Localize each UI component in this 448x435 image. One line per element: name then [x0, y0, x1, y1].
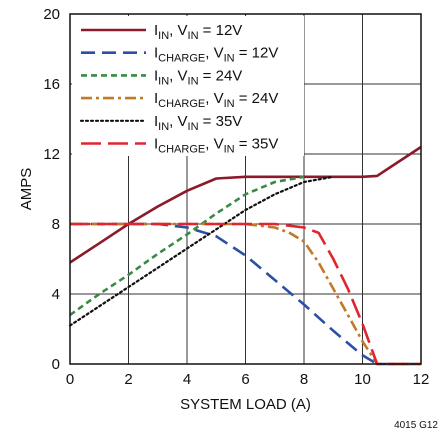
legend-subscript: CHARGE — [158, 98, 205, 110]
x-tick-label: 6 — [241, 371, 249, 388]
figure-id: 4015 G12 — [394, 420, 438, 431]
series-line-5 — [68, 175, 335, 327]
legend-subscript: CHARGE — [158, 53, 205, 65]
legend-label-4: ICHARGE, VIN = 24V — [154, 90, 278, 110]
legend-text-part: , V — [205, 90, 223, 107]
legend-text-part: I — [154, 45, 158, 62]
legend-text-part: I — [154, 136, 158, 153]
y-tick-label: 16 — [43, 76, 60, 93]
legend-text-part: I — [154, 22, 158, 39]
x-tick-label: 4 — [183, 371, 191, 388]
y-tick-label: 4 — [52, 286, 60, 303]
legend-subscript: IN — [224, 98, 235, 110]
x-tick-label: 10 — [354, 371, 371, 388]
y-tick-label: 20 — [43, 6, 60, 23]
legend-text-part: , V — [169, 67, 187, 84]
legend-text-part: , V — [205, 136, 223, 153]
legend-text-part: = 12V — [235, 45, 279, 62]
legend-text-part: = 35V — [235, 136, 279, 153]
legend-subscript: IN — [188, 30, 199, 42]
legend-subscript: IN — [224, 144, 235, 156]
y-axis-title: AMPS — [18, 168, 35, 211]
legend-label-5: IIN, VIN = 35V — [154, 113, 242, 133]
legend-text-part: , V — [205, 45, 223, 62]
series-lines — [68, 145, 422, 366]
legend-subscript: IN — [158, 121, 169, 133]
x-tick-labels: 0 2 4 6 8 10 12 — [66, 371, 430, 388]
legend-subscript: IN — [224, 53, 235, 65]
legend-label-1: IIN, VIN = 12V — [154, 22, 242, 42]
legend-subscript: IN — [188, 75, 199, 87]
legend-subscript: IN — [158, 75, 169, 87]
legend-subscript: IN — [158, 30, 169, 42]
y-tick-label: 12 — [43, 146, 60, 163]
legend-text-part: I — [154, 90, 158, 107]
y-tick-label: 8 — [52, 216, 60, 233]
x-tick-label: 0 — [66, 371, 74, 388]
legend-text-part: I — [154, 67, 158, 84]
series-line-3 — [69, 175, 305, 317]
y-tick-labels: 0 4 8 12 16 20 — [43, 6, 60, 373]
x-axis-title: SYSTEM LOAD (A) — [180, 396, 311, 413]
y-tick-label: 0 — [52, 356, 60, 373]
legend-text-part: I — [154, 113, 158, 130]
legend-text-part: = 12V — [199, 22, 243, 39]
legend-label-6: ICHARGE, VIN = 35V — [154, 136, 278, 156]
legend-subscript: IN — [188, 121, 199, 133]
series-line-6 — [70, 222, 421, 366]
x-tick-label: 8 — [300, 371, 308, 388]
legend-text-part: , V — [169, 22, 187, 39]
legend-label-3: IIN, VIN = 24V — [154, 67, 242, 87]
legend-subscript: CHARGE — [158, 144, 205, 156]
legend-text-part: = 24V — [235, 90, 279, 107]
legend-text-part: = 24V — [199, 67, 243, 84]
legend-text-part: = 35V — [199, 113, 243, 130]
legend-background — [72, 16, 304, 156]
x-tick-label: 2 — [124, 371, 132, 388]
plot-frame — [69, 13, 422, 365]
legend-text-part: , V — [169, 113, 187, 130]
series-line-2 — [70, 222, 421, 366]
x-tick-label: 12 — [413, 371, 430, 388]
legend-label-2: ICHARGE, VIN = 12V — [154, 45, 278, 65]
